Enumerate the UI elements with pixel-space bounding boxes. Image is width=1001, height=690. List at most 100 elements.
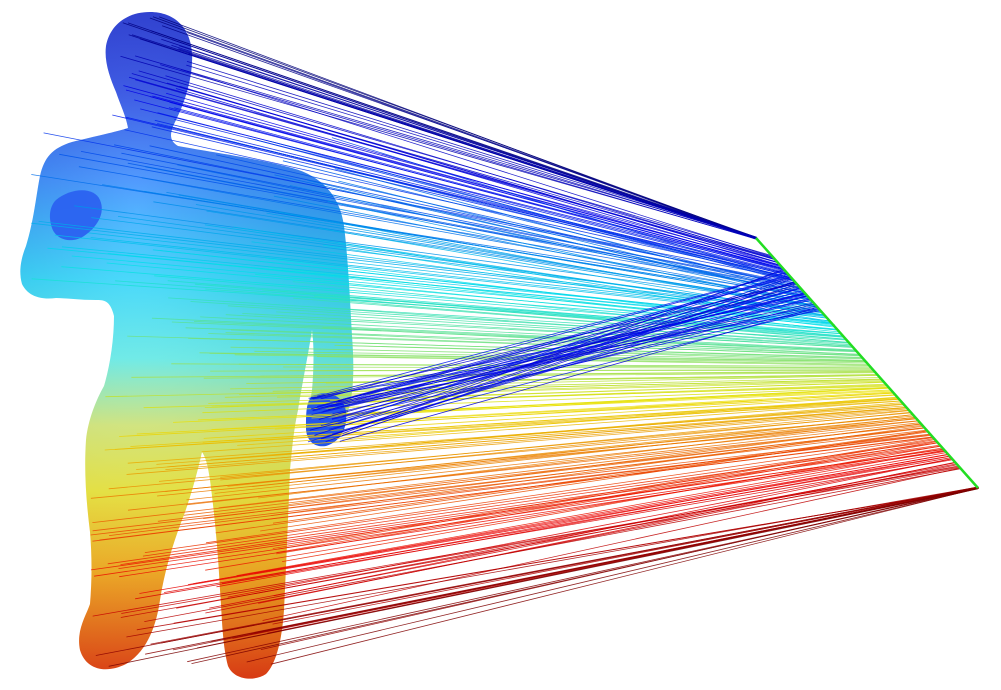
- hand-correspondence-line: [331, 295, 808, 435]
- correspondence-line: [225, 314, 855, 348]
- correspondence-line: [205, 437, 934, 544]
- correspondence-line: [157, 418, 918, 497]
- correspondence-line: [331, 137, 795, 282]
- hand-correspondence-line: [330, 307, 818, 408]
- correspondence-line: [265, 258, 836, 328]
- correspondence-line: [227, 305, 851, 347]
- hand-correspondence-line: [310, 276, 791, 410]
- correspondence-line: [269, 140, 797, 284]
- correspondence-line: [186, 420, 920, 501]
- correspondence-line: [230, 375, 880, 390]
- hand-correspondence-line: [342, 294, 807, 400]
- correspondence-line: [262, 289, 846, 340]
- correspondence-line: [272, 430, 928, 524]
- hand-correspondence-line: [317, 272, 787, 397]
- correspondence-line: [323, 244, 831, 323]
- correspondence-line: [121, 152, 800, 288]
- correspondence-line: [214, 417, 915, 494]
- correspondence-line: [216, 456, 949, 588]
- correspondence-line: [307, 179, 809, 299]
- correspondence-line: [276, 311, 852, 347]
- correspondence-line: [215, 404, 904, 460]
- correspondence-line: [230, 329, 860, 355]
- correspondence-line: [232, 226, 826, 316]
- correspondence-line: [95, 486, 978, 656]
- correspondence-line: [114, 400, 901, 450]
- correspondence-line: [223, 139, 795, 282]
- correspondence-line: [159, 250, 834, 325]
- correspondence-lines: [31, 16, 979, 667]
- correspondence-line: [272, 377, 880, 392]
- correspondence-line: [127, 425, 922, 511]
- correspondence-line: [109, 434, 931, 536]
- correspondence-line: [94, 450, 946, 577]
- correspondence-line: [195, 204, 818, 307]
- correspondence-line: [156, 407, 907, 465]
- correspondence-line: [268, 266, 840, 331]
- correspondence-line: [273, 195, 814, 304]
- correspondence-line: [282, 160, 802, 290]
- correspondence-line: [142, 442, 939, 557]
- hand-correspondence-line: [320, 272, 788, 400]
- correspondence-line: [165, 92, 781, 268]
- correspondence-line: [151, 317, 857, 351]
- correspondence-line: [193, 452, 947, 584]
- correspondence-line: [220, 410, 910, 478]
- hand-correspondence-line: [331, 308, 819, 420]
- correspondence-line: [119, 450, 947, 578]
- correspondence-line: [180, 69, 774, 258]
- hand-correspondence-line: [341, 288, 801, 418]
- correspondence-line: [92, 427, 925, 523]
- correspondence-line: [283, 366, 873, 369]
- correspondence-line: [186, 32, 756, 239]
- correspondence-line: [145, 487, 978, 655]
- correspondence-line: [173, 390, 893, 423]
- correspondence-line: [172, 39, 757, 240]
- correspondence-line: [104, 398, 901, 451]
- correspondence-line: [165, 417, 917, 492]
- correspondence-line: [262, 467, 960, 621]
- correspondence-line: [108, 415, 915, 490]
- target-line-segment: [755, 237, 979, 489]
- human-body-mesh: [20, 12, 354, 679]
- correspondence-line: [215, 431, 930, 534]
- correspondence-line: [201, 400, 902, 453]
- correspondence-line: [292, 281, 843, 337]
- correspondence-line: [203, 372, 876, 379]
- correspondence-line: [165, 75, 776, 260]
- hand-correspondence-line: [316, 275, 790, 407]
- correspondence-line: [289, 185, 812, 300]
- correspondence-line: [131, 371, 877, 378]
- correspondence-line: [31, 174, 807, 296]
- correspondence-line: [120, 445, 941, 565]
- correspondence-line: [120, 467, 960, 618]
- correspondence-line: [154, 119, 791, 277]
- correspondence-line: [174, 107, 784, 271]
- hand-correspondence-line: [318, 285, 799, 420]
- correspondence-line: [130, 398, 898, 447]
- hand-correspondence-line: [339, 307, 818, 442]
- correspondence-line: [334, 168, 806, 295]
- correspondence-line: [61, 246, 830, 322]
- hand-correspondence-line: [343, 273, 789, 422]
- correspondence-line: [246, 488, 979, 663]
- correspondence-line: [92, 466, 959, 617]
- correspondence-line: [236, 450, 944, 576]
- correspondence-line: [202, 386, 888, 414]
- correspondence-line: [211, 391, 894, 430]
- correspondence-line: [186, 61, 758, 239]
- correspondence-line: [125, 116, 788, 275]
- correspondence-line: [171, 321, 858, 352]
- hand-correspondence-line: [336, 305, 817, 403]
- hand-correspondence-line: [314, 277, 792, 436]
- correspondence-line: [179, 45, 756, 238]
- correspondence-line: [108, 487, 979, 667]
- correspondence-line: [208, 382, 886, 404]
- correspondence-line: [311, 387, 891, 419]
- correspondence-line: [175, 88, 779, 265]
- correspondence-line: [339, 300, 851, 344]
- correspondence-line: [144, 468, 961, 622]
- correspondence-line: [205, 447, 943, 571]
- correspondence-line: [106, 262, 838, 330]
